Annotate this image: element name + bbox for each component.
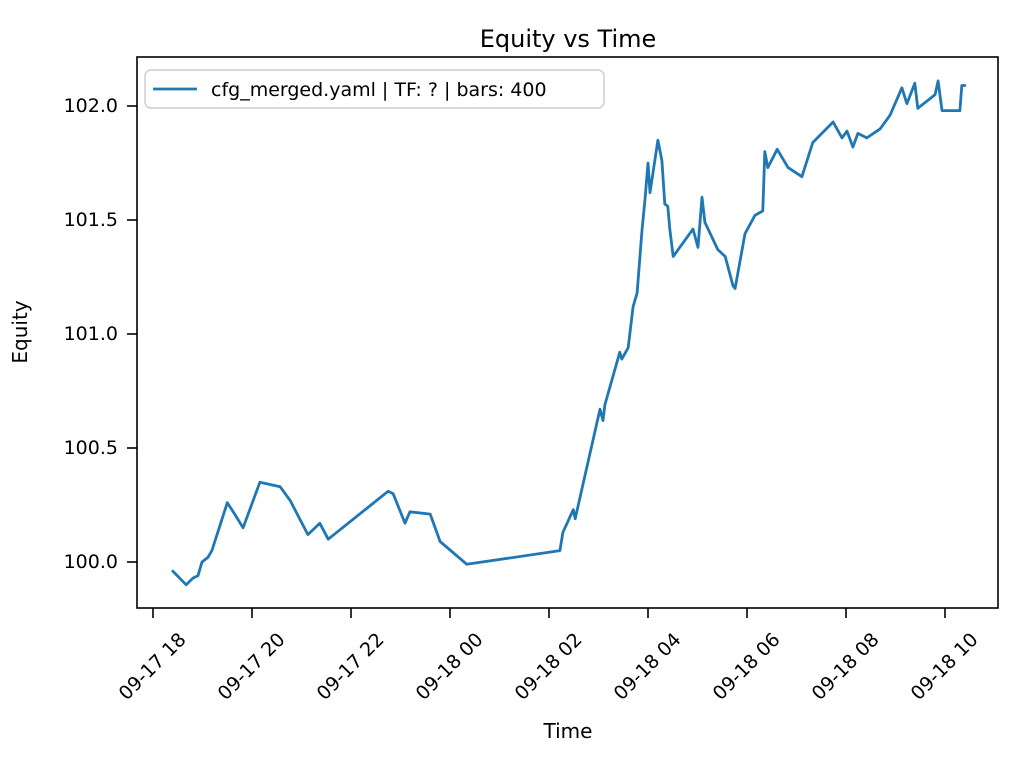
- x-tick-label: 09-18 10: [907, 629, 983, 705]
- x-tick-label: 09-17 22: [313, 629, 389, 705]
- x-tick-label: 09-18 04: [610, 629, 686, 705]
- x-tick-label: 09-17 18: [115, 629, 191, 705]
- x-tick-label: 09-18 00: [412, 629, 488, 705]
- equity-line: [171, 79, 967, 587]
- x-tick-label: 09-17 20: [214, 629, 290, 705]
- legend: cfg_merged.yaml | TF: ? | bars: 400: [144, 69, 605, 109]
- y-tick-label: 101.5: [64, 209, 118, 231]
- legend-label: cfg_merged.yaml | TF: ? | bars: 400: [211, 79, 547, 101]
- y-tick-label: 102.0: [64, 95, 118, 117]
- x-tick-label: 09-18 06: [709, 629, 785, 705]
- x-axis-label: Time: [543, 719, 593, 743]
- x-tick-label: 09-18 02: [511, 629, 587, 705]
- axis-ticks: 09-17 18 09-17 20 09-17 22 09-18 00 09-18 02…: [64, 95, 983, 705]
- y-tick-label: 100.0: [64, 551, 118, 573]
- legend-box: [144, 69, 605, 109]
- x-tick-label: 09-18 08: [808, 629, 884, 705]
- series-lines: [171, 79, 967, 587]
- y-tick-label: 101.0: [64, 323, 118, 345]
- y-axis-label: Equity: [8, 300, 32, 363]
- chart-title: Equity vs Time: [480, 25, 657, 53]
- plot-frame: [136, 56, 999, 609]
- y-tick-label: 100.5: [64, 437, 118, 459]
